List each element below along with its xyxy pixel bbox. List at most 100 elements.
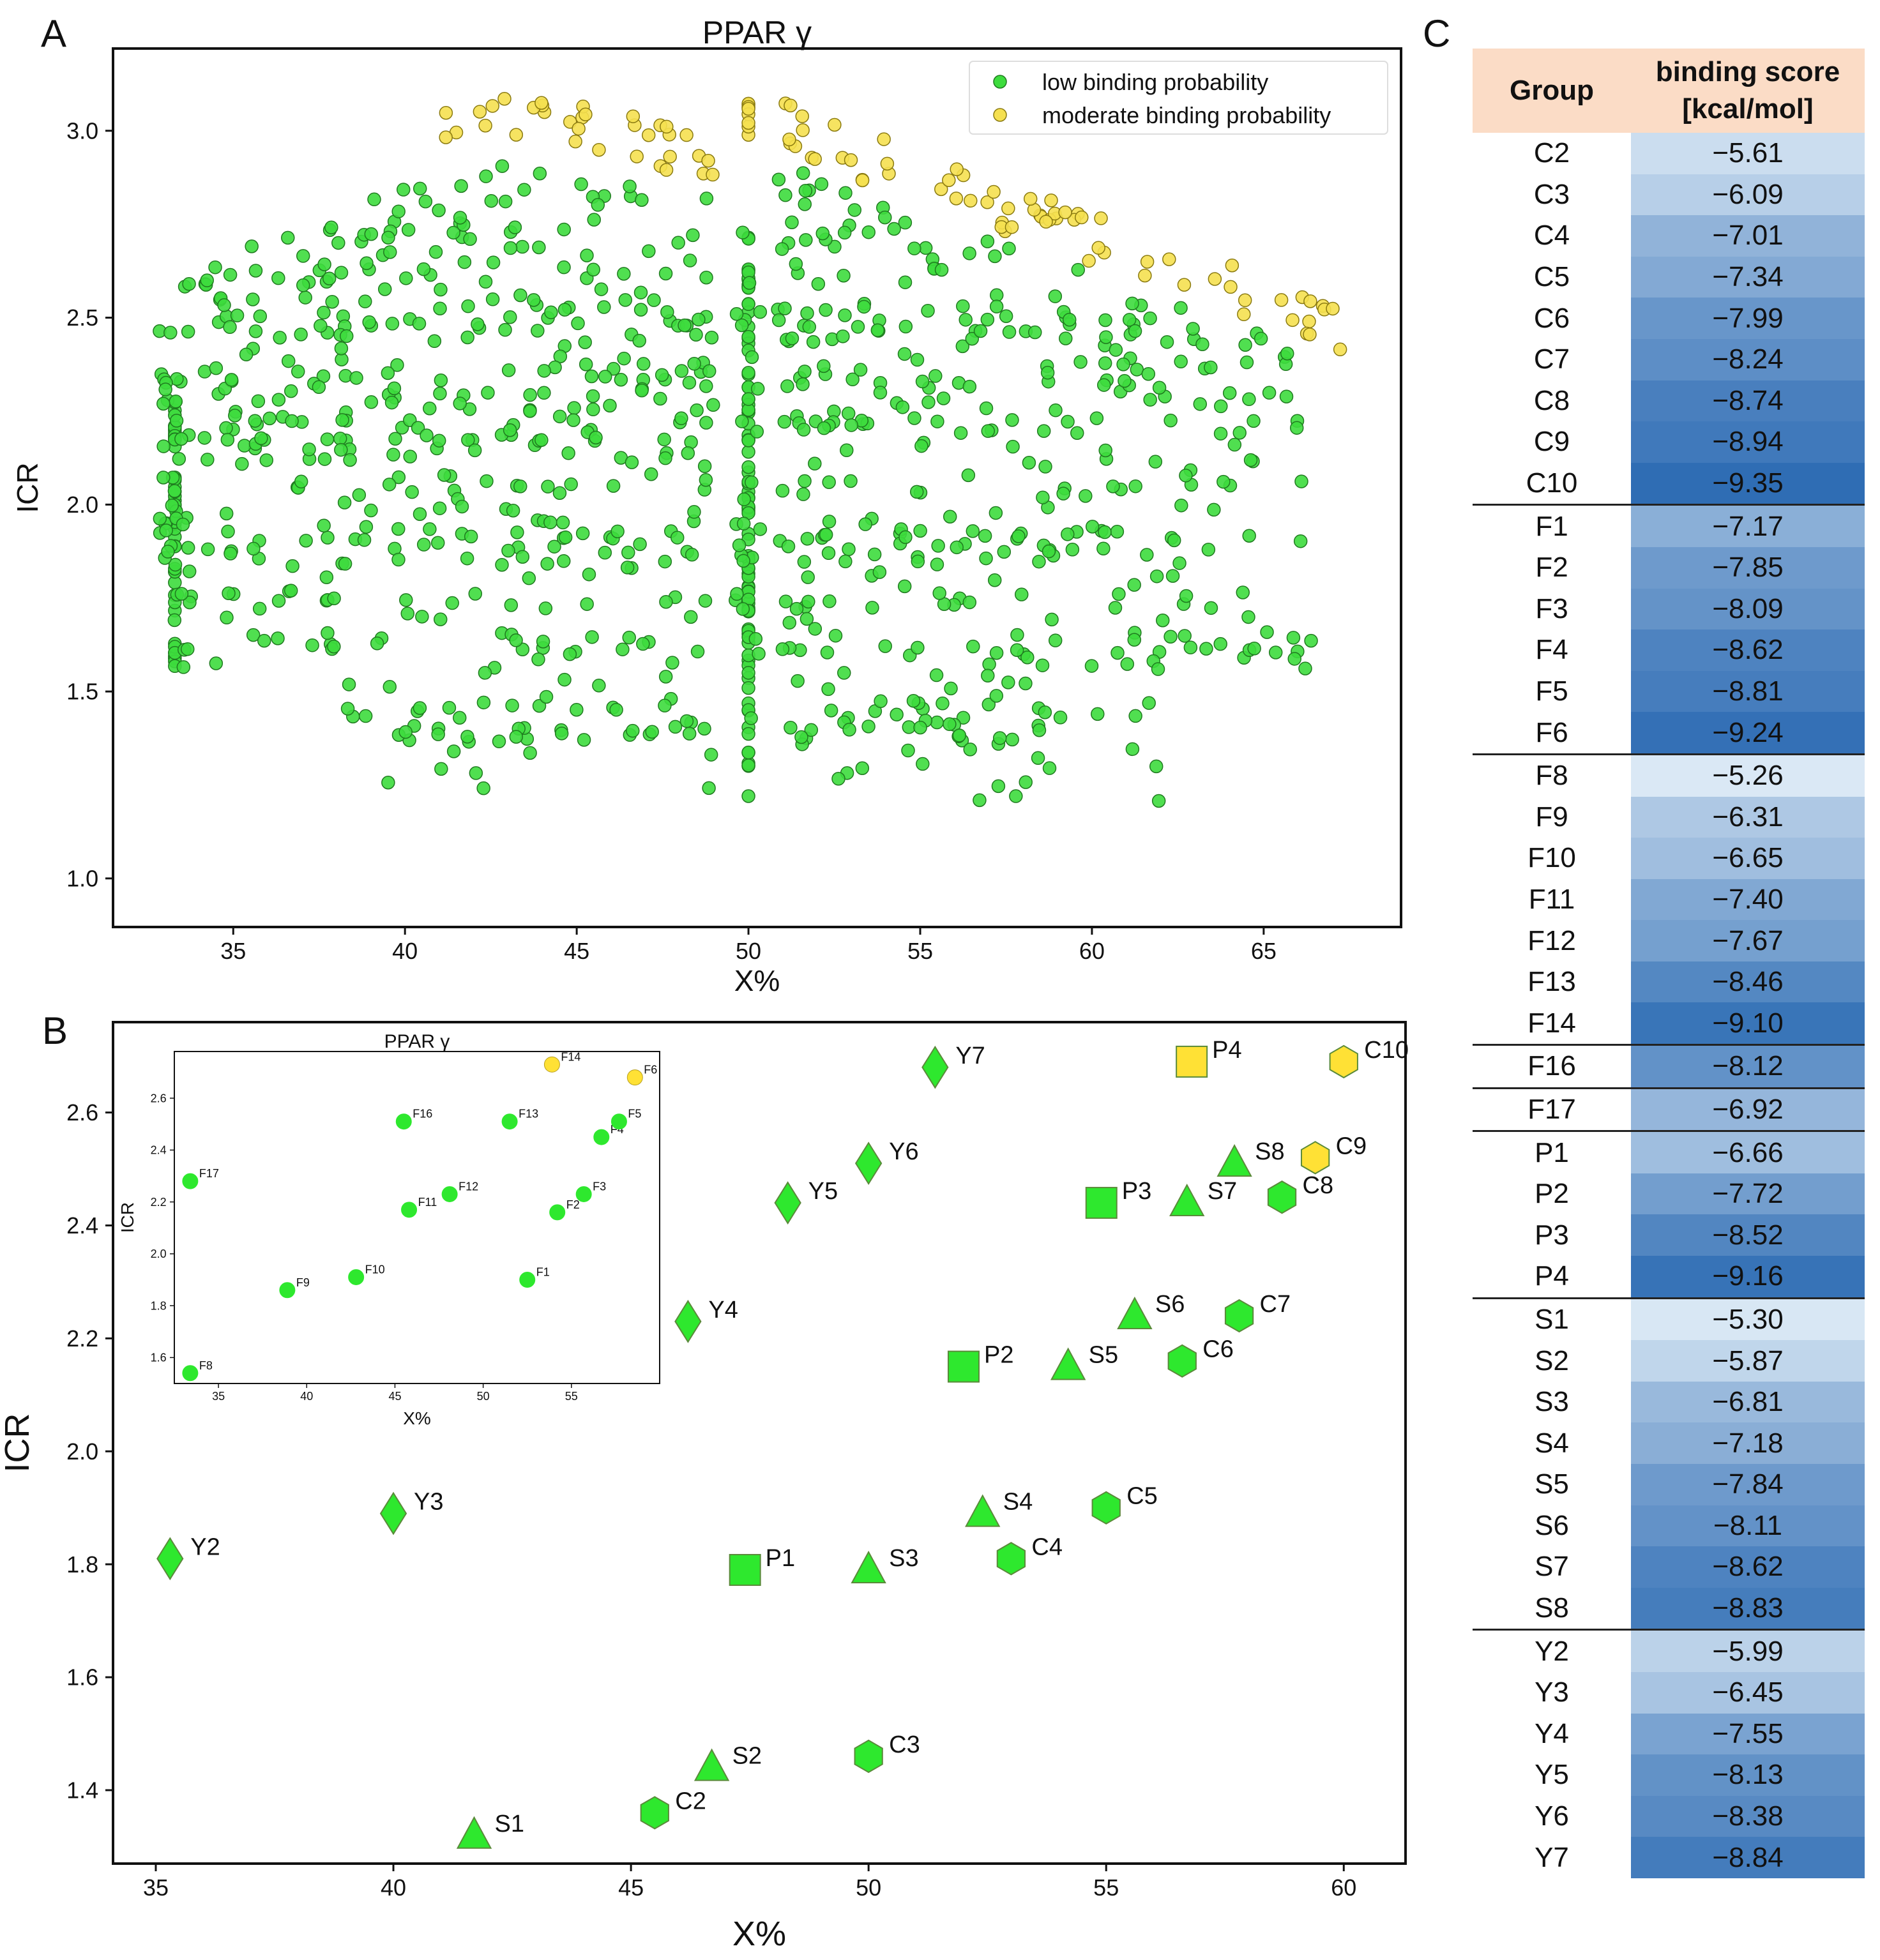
point-low-binding (999, 309, 1013, 324)
point-low-binding (1289, 421, 1304, 435)
point-low-binding (1062, 312, 1077, 327)
point-low-binding (513, 288, 527, 303)
point-low-binding (495, 557, 509, 572)
cell-group: F17 (1473, 1087, 1631, 1131)
point-low-binding (382, 478, 397, 492)
cell-binding-score: −8.52 (1631, 1214, 1865, 1256)
cell-binding-score: −7.85 (1631, 547, 1865, 589)
point-low-binding (1048, 633, 1063, 647)
point-low-binding (495, 159, 510, 173)
point-label-s8: S8 (1255, 1138, 1284, 1165)
legend-marker (993, 108, 1007, 122)
point-low-binding (647, 293, 661, 307)
marker-y6 (854, 1142, 883, 1186)
point-low-binding (798, 365, 812, 379)
chart-title: PPAR γ (384, 1031, 450, 1052)
point-label-p4: P4 (1212, 1037, 1241, 1064)
cell-binding-score: −7.67 (1631, 920, 1865, 961)
cell-group: F3 (1473, 588, 1631, 630)
point-low-binding (1201, 543, 1216, 557)
point-low-binding (706, 398, 720, 412)
point-low-binding (471, 317, 485, 331)
point-low-binding (1204, 601, 1218, 615)
point-low-binding (209, 361, 224, 375)
point-low-binding (523, 388, 537, 402)
cell-binding-score: −7.72 (1631, 1173, 1865, 1215)
marker-y4 (674, 1299, 702, 1343)
point-low-binding (890, 707, 904, 721)
point-low-binding (950, 540, 964, 555)
x-tick-label: 35 (212, 1390, 225, 1403)
point-low-binding (390, 358, 404, 372)
point-low-binding (732, 538, 747, 552)
point-low-binding (540, 557, 554, 571)
point-low-binding (1053, 711, 1068, 725)
y-axis-label: ICR (0, 1413, 36, 1473)
point-low-binding (1020, 650, 1035, 665)
table-row: F13 −8.46 (1473, 961, 1865, 1003)
point-low-binding (741, 433, 755, 448)
header-score-line1: binding score (1655, 56, 1840, 87)
cell-group: C6 (1473, 298, 1631, 339)
point-low-binding (645, 725, 659, 739)
point-low-binding (962, 595, 977, 610)
point-low-binding (1143, 311, 1157, 326)
marker-y2 (156, 1537, 184, 1581)
point-moderate-binding (828, 117, 842, 132)
point-low-binding (592, 679, 606, 693)
point-low-binding (918, 241, 933, 255)
inset-point-f5 (610, 1113, 627, 1130)
point-low-binding (284, 584, 298, 598)
point-label-s4: S4 (1003, 1489, 1033, 1516)
point-moderate-binding (1333, 342, 1347, 357)
point-low-binding (454, 179, 468, 193)
point-low-binding (381, 230, 395, 245)
cell-binding-score: −8.38 (1631, 1795, 1865, 1837)
x-tick-label: 50 (856, 1874, 881, 1901)
point-low-binding (505, 698, 519, 712)
point-low-binding (586, 389, 600, 403)
point-low-binding (796, 487, 810, 501)
marker-c6 (1167, 1344, 1197, 1378)
inset-point-f11 (401, 1202, 418, 1218)
point-low-binding (400, 607, 415, 621)
point-low-binding (585, 630, 599, 644)
point-low-binding (246, 628, 261, 642)
point-low-binding (752, 647, 766, 661)
point-low-binding (689, 328, 703, 342)
y-tick-label: 1.8 (66, 1551, 98, 1578)
table-row: F5 −8.81 (1473, 670, 1865, 712)
point-low-binding (169, 414, 184, 428)
point-moderate-binding (1058, 205, 1072, 220)
point-low-binding (674, 364, 689, 378)
point-low-binding (468, 587, 483, 601)
point-low-binding (333, 432, 347, 446)
point-low-binding (822, 475, 836, 489)
point-low-binding (1304, 633, 1318, 648)
point-low-binding (929, 369, 943, 383)
point-low-binding (775, 483, 790, 498)
cell-group: Y3 (1473, 1671, 1631, 1714)
point-low-binding (623, 179, 637, 193)
cell-binding-score: −5.30 (1631, 1297, 1865, 1341)
point-low-binding (851, 320, 865, 334)
point-low-binding (1061, 527, 1075, 541)
point-low-binding (533, 166, 547, 181)
x-tick-label: 65 (1251, 938, 1277, 964)
point-low-binding (897, 347, 912, 361)
x-axis-label: X% (732, 1915, 786, 1953)
point-low-binding (956, 711, 971, 725)
point-low-binding (982, 657, 996, 672)
point-low-binding (153, 511, 167, 526)
point-low-binding (503, 423, 517, 437)
point-low-binding (934, 262, 949, 277)
point-low-binding (460, 730, 474, 744)
point-low-binding (317, 518, 331, 532)
x-tick-label: 55 (565, 1390, 578, 1403)
point-low-binding (181, 324, 195, 339)
point-moderate-binding (1138, 268, 1152, 283)
table-row: Y2 −5.99 (1473, 1629, 1865, 1672)
point-low-binding (657, 432, 671, 447)
point-low-binding (317, 257, 331, 271)
cell-group: P4 (1473, 1256, 1631, 1299)
